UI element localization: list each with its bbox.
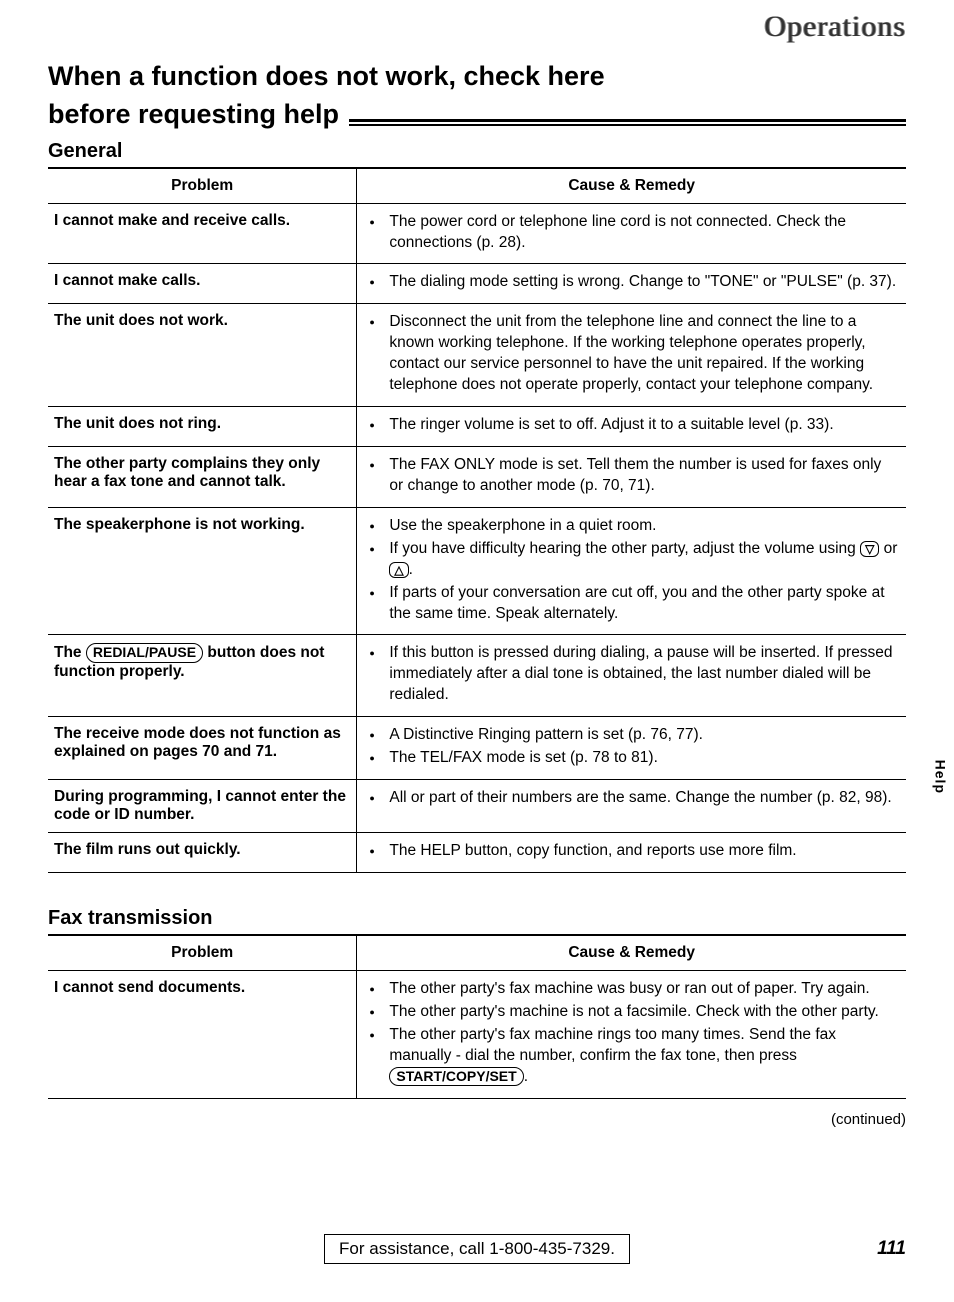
table-row: The film runs out quickly. The HELP butt…: [48, 833, 906, 873]
remedy-item: The power cord or telephone line cord is…: [363, 212, 898, 254]
table-row: During programming, I cannot enter the c…: [48, 780, 906, 833]
remedy-item: All or part of their numbers are the sam…: [363, 788, 898, 809]
remedy-cell: The power cord or telephone line cord is…: [357, 203, 906, 264]
remedy-item: The TEL/FAX mode is set (p. 78 to 81).: [363, 748, 898, 769]
start-copy-set-button-label: START/COPY/SET: [389, 1067, 523, 1087]
remedy-item: If this button is pressed during dialing…: [363, 643, 898, 706]
remedy-cell: The other party's fax machine was busy o…: [357, 970, 906, 1098]
side-tab-help: Help: [932, 760, 948, 794]
problem-cell: I cannot make and receive calls.: [48, 203, 357, 264]
table-row: The unit does not ring. The ringer volum…: [48, 407, 906, 447]
heading-line2: before requesting help: [48, 96, 339, 134]
continued-label: (continued): [48, 1111, 906, 1128]
remedy-item: Use the speakerphone in a quiet room.: [363, 516, 898, 537]
table-row: The receive mode does not function as ex…: [48, 717, 906, 780]
page-footer: For assistance, call 1-800-435-7329. 111: [48, 1234, 906, 1264]
redial-pause-button-label: REDIAL/PAUSE: [86, 643, 203, 663]
col-header-remedy: Cause & Remedy: [357, 935, 906, 971]
table-row: I cannot make and receive calls. The pow…: [48, 203, 906, 264]
problem-cell: The other party complains they only hear…: [48, 446, 357, 507]
remedy-cell: The ringer volume is set to off. Adjust …: [357, 407, 906, 447]
col-header-problem: Problem: [48, 935, 357, 971]
remedy-text: The other party's fax machine rings too …: [389, 1026, 836, 1064]
remedy-item: If parts of your conversation are cut of…: [363, 583, 898, 625]
remedy-item: The other party's fax machine rings too …: [363, 1025, 898, 1088]
remedy-item: The other party's fax machine was busy o…: [363, 979, 898, 1000]
down-arrow-icon: ▽: [860, 541, 879, 557]
problem-cell: The receive mode does not function as ex…: [48, 717, 357, 780]
chapter-title: Operations: [48, 10, 906, 44]
main-heading: When a function does not work, check her…: [48, 58, 906, 134]
remedy-cell: Disconnect the unit from the telephone l…: [357, 304, 906, 407]
table-row: The speakerphone is not working. Use the…: [48, 507, 906, 635]
table-row: The REDIAL/PAUSE button does not functio…: [48, 635, 906, 717]
up-arrow-icon: △: [389, 562, 408, 578]
assistance-box: For assistance, call 1-800-435-7329.: [324, 1234, 630, 1264]
remedy-post: .: [524, 1068, 528, 1085]
section-title-fax: Fax transmission: [48, 907, 906, 930]
problem-cell: I cannot make calls.: [48, 264, 357, 304]
table-general: Problem Cause & Remedy I cannot make and…: [48, 167, 906, 873]
problem-cell: The speakerphone is not working.: [48, 507, 357, 635]
problem-pre: The: [54, 644, 86, 661]
remedy-cell: Use the speakerphone in a quiet room. If…: [357, 507, 906, 635]
heading-line1: When a function does not work, check her…: [48, 58, 906, 96]
page-number: 111: [877, 1238, 906, 1260]
page-content: Operations When a function does not work…: [0, 0, 954, 1148]
problem-cell: The unit does not work.: [48, 304, 357, 407]
remedy-item: The ringer volume is set to off. Adjust …: [363, 415, 898, 436]
remedy-item: The FAX ONLY mode is set. Tell them the …: [363, 455, 898, 497]
table-fax: Problem Cause & Remedy I cannot send doc…: [48, 934, 906, 1099]
problem-cell: The REDIAL/PAUSE button does not functio…: [48, 635, 357, 717]
table-row: I cannot make calls. The dialing mode se…: [48, 264, 906, 304]
problem-cell: The film runs out quickly.: [48, 833, 357, 873]
remedy-item: A Distinctive Ringing pattern is set (p.…: [363, 725, 898, 746]
remedy-cell: The HELP button, copy function, and repo…: [357, 833, 906, 873]
remedy-cell: All or part of their numbers are the sam…: [357, 780, 906, 833]
remedy-cell: The FAX ONLY mode is set. Tell them the …: [357, 446, 906, 507]
section-title-general: General: [48, 140, 906, 163]
problem-cell: The unit does not ring.: [48, 407, 357, 447]
remedy-cell: A Distinctive Ringing pattern is set (p.…: [357, 717, 906, 780]
problem-cell: I cannot send documents.: [48, 970, 357, 1098]
heading-rule: [349, 119, 906, 126]
remedy-item: The dialing mode setting is wrong. Chang…: [363, 272, 898, 293]
table-row: The unit does not work. Disconnect the u…: [48, 304, 906, 407]
remedy-item: If you have difficulty hearing the other…: [363, 539, 898, 581]
col-header-remedy: Cause & Remedy: [357, 168, 906, 204]
remedy-cell: If this button is pressed during dialing…: [357, 635, 906, 717]
remedy-item: The HELP button, copy function, and repo…: [363, 841, 898, 862]
remedy-item: Disconnect the unit from the telephone l…: [363, 312, 898, 396]
table-row: I cannot send documents. The other party…: [48, 970, 906, 1098]
remedy-item: The other party's machine is not a facsi…: [363, 1002, 898, 1023]
problem-cell: During programming, I cannot enter the c…: [48, 780, 357, 833]
col-header-problem: Problem: [48, 168, 357, 204]
table-row: The other party complains they only hear…: [48, 446, 906, 507]
remedy-cell: The dialing mode setting is wrong. Chang…: [357, 264, 906, 304]
